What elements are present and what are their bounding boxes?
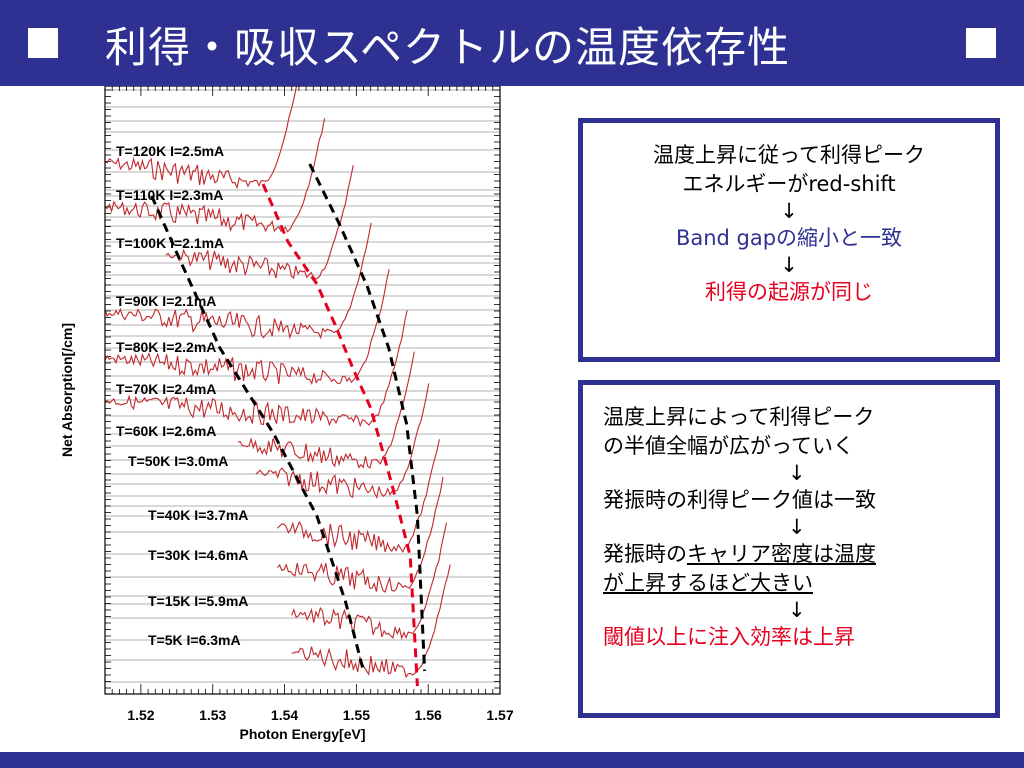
box2-line5: が上昇するほど大きい	[603, 571, 813, 595]
box2-line1: 温度上昇によって利得ピーク	[603, 405, 875, 429]
series-label: T=90K I=2.1mA	[116, 293, 216, 309]
series-label: T=30K I=4.6mA	[148, 547, 248, 563]
spectrum-curve	[237, 351, 415, 469]
spectrum-curve	[291, 522, 448, 640]
down-arrow-icon: ↓	[788, 598, 806, 622]
box2-line3: 発振時の利得ピーク値は一致	[603, 488, 876, 512]
down-arrow-icon: ↓	[780, 199, 798, 223]
series-label: T=80K I=2.2mA	[116, 339, 216, 355]
box1-line2: エネルギーがred-shift	[682, 172, 896, 196]
title-square-right-icon	[966, 28, 996, 58]
guide-dashed-line	[150, 195, 365, 672]
x-tick-label: 1.55	[343, 707, 370, 723]
bottom-bar	[0, 752, 1024, 768]
series-label: T=100K I=2.1mA	[116, 235, 224, 251]
series-label: T=15K I=5.9mA	[148, 593, 248, 609]
box1-line4: 利得の起源が同じ	[705, 280, 873, 304]
spectrum-curve	[104, 222, 372, 340]
guide-dashed-line	[308, 163, 427, 672]
spectrum-curve	[104, 86, 298, 190]
spectrum-curve	[255, 383, 430, 500]
series-label: T=50K I=3.0mA	[128, 453, 228, 469]
slide-title: 利得・吸収スペクトルの温度依存性	[105, 23, 791, 72]
series-label: T=120K I=2.5mA	[116, 143, 224, 159]
spectrum-curve	[165, 164, 354, 280]
box1-line3: Band gapの縮小と一致	[675, 226, 903, 250]
series-label: T=110K I=2.3mA	[116, 187, 223, 203]
x-tick-label: 1.52	[127, 707, 154, 723]
guide-dashed-line	[261, 183, 419, 687]
summary-box-redshift: 温度上昇に従って利得ピーク エネルギーがred-shift ↓ Band gap…	[578, 118, 1000, 362]
x-tick-label: 1.53	[199, 707, 226, 723]
box2-line2: の半値全幅が広がっていく	[603, 434, 854, 458]
summary-box-linewidth: 温度上昇によって利得ピーク の半値全幅が広がっていく ↓ 発振時の利得ピーク値は…	[578, 380, 1000, 718]
title-bar: 利得・吸収スペクトルの温度依存性	[0, 0, 1024, 86]
x-axis-label: Photon Energy[eV]	[239, 726, 365, 742]
spectrum-curve	[104, 310, 408, 428]
spectrum-curve	[104, 269, 390, 386]
box2-line4-prefix: 発振時の	[603, 542, 687, 566]
box2-line4-underlined: キャリア密度は温度	[687, 542, 876, 566]
spectrum-curve	[276, 476, 444, 593]
box1-line1: 温度上昇に従って利得ピーク	[653, 143, 925, 167]
spectrum-curve	[291, 564, 451, 679]
y-axis-label: Net Absorption[/cm]	[59, 323, 75, 457]
box2-line4: 発振時のキャリア密度は温度	[603, 540, 995, 569]
down-arrow-icon: ↓	[788, 461, 806, 485]
plot-frame	[104, 86, 501, 695]
series-label: T=70K I=2.4mA	[116, 381, 216, 397]
down-arrow-icon: ↓	[780, 253, 798, 277]
box2-line6: 閾値以上に注入効率は上昇	[603, 625, 855, 649]
absorption-chart: 1.52 1.53 1.54 1.55 1.56 1.57 Photon Energy[eV…	[59, 86, 514, 742]
series-label: T=5K I=6.3mA	[148, 632, 241, 648]
plot-area	[105, 86, 500, 694]
x-tick-label: 1.57	[486, 707, 513, 723]
down-arrow-icon: ↓	[788, 515, 806, 539]
title-square-left-icon	[28, 28, 58, 58]
x-tick-label: 1.54	[271, 707, 298, 723]
series-label: T=40K I=3.7mA	[148, 507, 248, 523]
x-tick-label: 1.56	[415, 707, 442, 723]
series-label: T=60K I=2.6mA	[116, 423, 216, 439]
